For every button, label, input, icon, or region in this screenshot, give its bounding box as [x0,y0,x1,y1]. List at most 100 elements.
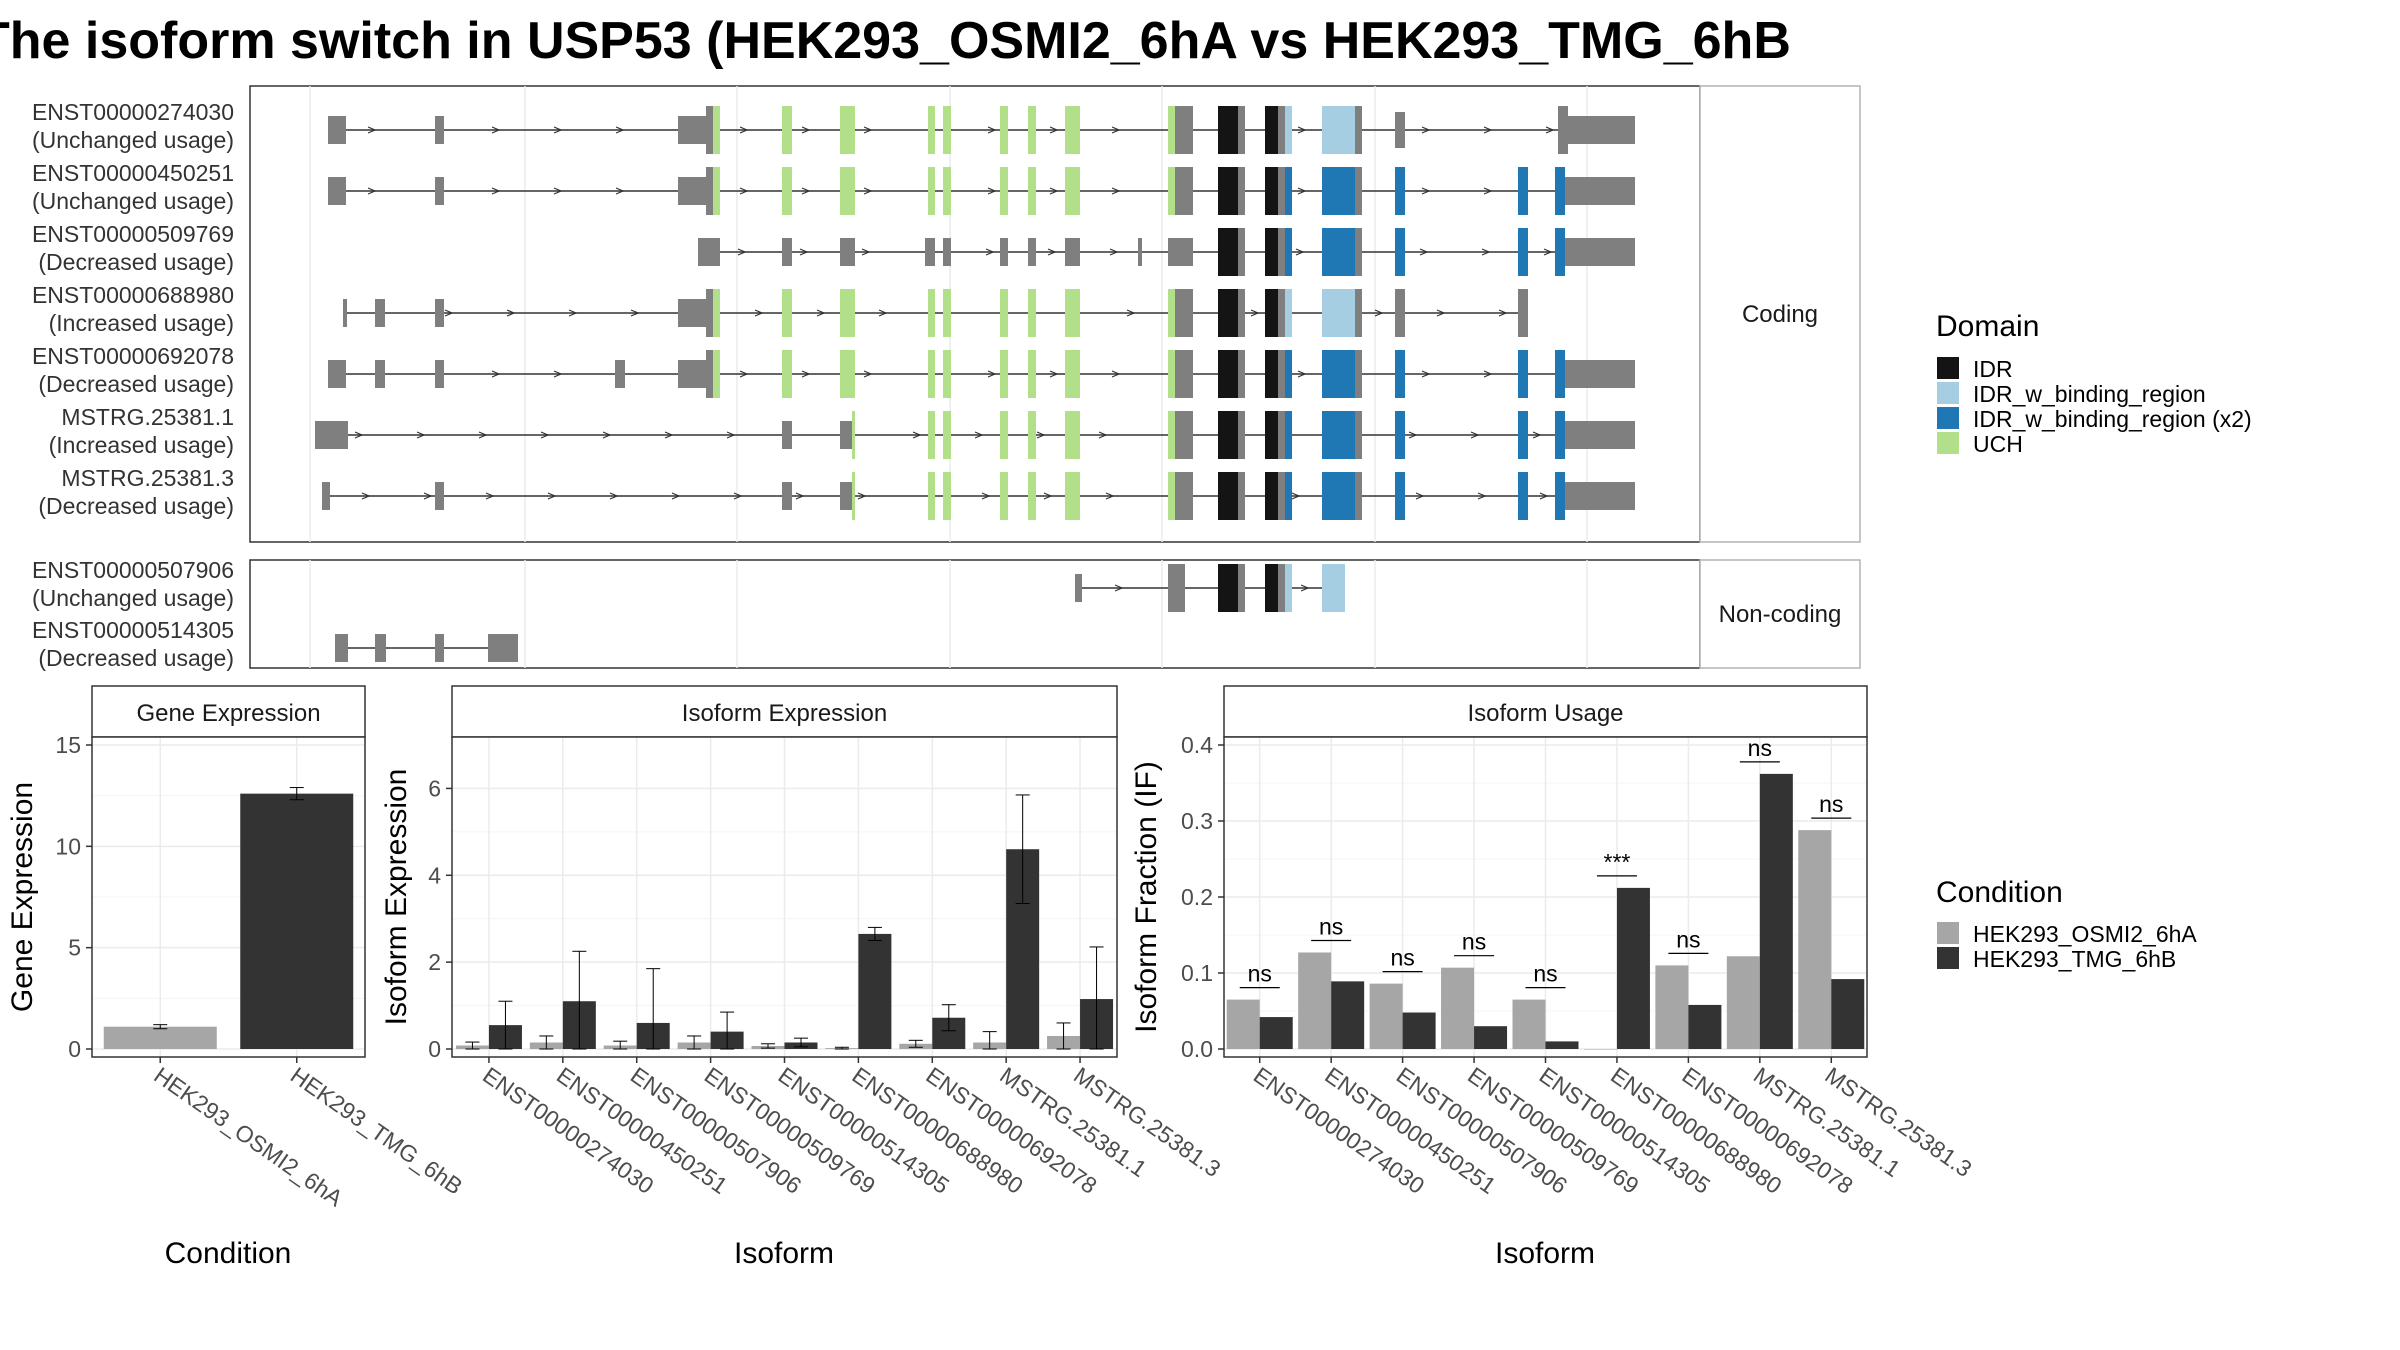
coding-row-1-exon [1278,167,1285,215]
coding-row-0-arrow [1111,126,1121,134]
coding-row-4-exon [1518,350,1528,398]
coding-row-1-label: ENST00000450251 (Unchanged usage) [32,160,234,214]
coding-row-5-exon [1175,411,1193,459]
coding-row-0-exon [840,106,855,154]
coding-row-6-exon [1028,472,1036,520]
condition-legend-label: HEK293_OSMI2_6hA [1973,921,2197,947]
coding-row-6-exon [1175,472,1193,520]
coding-row-1-arrow [615,187,625,195]
isoform-expression-chart: Isoform Expression0246ENST00000274030ENS… [380,685,1225,1270]
coding-row-1-exon [1028,167,1036,215]
noncoding-row-1-exon [435,634,444,662]
coding-row-2-exon [1565,238,1595,266]
coding-row-0-exon [1285,106,1292,154]
noncoding-row-0-exon [1168,564,1185,612]
coding-row-2-exon [1395,228,1405,276]
gene-expr-strip [91,685,366,738]
coding-row-5-exon [1518,411,1528,459]
iso-usage-ytick-label: 0.2 [1181,884,1213,910]
coding-row-1-exon [1355,167,1362,215]
iso-usage-bar [1545,1041,1579,1049]
gene-expr-bar [103,1026,217,1049]
condition-legend-key [1937,922,1959,944]
coding-row-5-exon [1218,411,1238,459]
coding-row-4-exon [1395,350,1405,398]
iso-expr-ylabel: Isoform Expression [380,769,413,1026]
coding-row-1-arrow [987,187,997,195]
coding-row-2-arrow [861,248,871,256]
coding-row-0-exon [1028,106,1036,154]
iso-usage-sig-label: ns [1390,945,1414,971]
coding-row-5-exon [1028,411,1036,459]
coding-row-6-arrow [671,492,681,500]
coding-row-2-exon [1168,238,1193,266]
domain-legend: Domain IDRIDR_w_binding_regionIDR_w_bindi… [1936,310,2252,457]
coding-row-1-exon [1175,167,1193,215]
iso-usage-xlabel: Isoform [1495,1237,1595,1270]
coding-row-6-exon [852,472,855,520]
iso-usage-bar [1726,956,1760,1049]
iso-usage-sig-label: ns [1319,913,1343,939]
noncoding-panel-bg [249,559,1701,669]
coding-row-3-exon [928,289,935,337]
coding-row-2-exon [943,238,951,266]
coding-row-3-exon [713,289,720,337]
coding-row-2-exon [1138,238,1142,266]
coding-row-2-exon [1265,228,1278,276]
coding-row-2-exon [1595,238,1635,266]
iso-usage-bar [1474,1026,1508,1049]
coding-row-1-arrow [1111,187,1121,195]
coding-row-0-arrow [553,126,563,134]
coding-row-4-arrow [1049,370,1059,378]
coding-row-2-exon [1278,228,1285,276]
coding-row-0-arrow [1049,126,1059,134]
coding-row-5-exon [1555,411,1565,459]
noncoding-row-0-exon [1285,564,1292,612]
noncoding-row-0-label: ENST00000507906 (Unchanged usage) [32,557,234,611]
coding-row-4-exon [1285,350,1292,398]
iso-expr-xlabel: Isoform [734,1237,834,1270]
coding-row-6-arrow [609,492,619,500]
coding-row-4-exon [1555,350,1565,398]
coding-row-1-exon [1218,167,1238,215]
noncoding-row-0-exon [1278,564,1285,612]
coding-row-3-arrow [1436,309,1446,317]
coding-row-3-exon [1395,289,1405,337]
noncoding-row-0-exon [1265,564,1278,612]
coding-row-0-exon [782,106,792,154]
coding-row-3-exon [1168,289,1175,337]
iso-usage-bar [1331,981,1365,1049]
gene-expr-ytick-label: 5 [68,935,81,961]
coding-row-2-arrow [1047,248,1057,256]
gene-expr-ytick-label: 0 [68,1036,81,1062]
iso-expr-ytick-label: 6 [428,775,441,801]
coding-row-6-arrow [1477,492,1487,500]
iso-usage-bar [1831,979,1865,1049]
coding-row-6-exon [1238,472,1245,520]
domain-legend-label: IDR_w_binding_region [1973,381,2206,407]
coding-row-3-exon [1000,289,1008,337]
noncoding-strip-label: Non-coding [1719,601,1842,628]
coding-row-5-arrow [416,431,426,439]
isoform-structure-panel: Coding Non-coding ENST00000274030 (Unchange… [32,85,1861,671]
gene-expr-ytick-label: 10 [55,833,81,859]
coding-row-4-arrow [1483,370,1493,378]
coding-row-2-arrow [1543,248,1553,256]
coding-row-3-arrow [816,309,826,317]
coding-row-4-arrow [553,370,563,378]
coding-row-6-exon [1278,472,1285,520]
coding-strip [1699,85,1861,543]
coding-row-3-exon [1285,289,1292,337]
coding-row-1-exon [678,177,706,205]
coding-row-5-exon [1595,421,1635,449]
coding-row-0-exon [1395,112,1405,148]
coding-row-4-exon [1265,350,1278,398]
gene-expr-xlabel: Condition [165,1237,292,1270]
condition-legend-label: HEK293_TMG_6hB [1973,946,2176,972]
coding-row-1-exon [943,167,951,215]
coding-row-0-exon [1000,106,1008,154]
iso-usage-bar [1512,999,1546,1049]
coding-row-1-exon [1518,167,1528,215]
coding-row-3-exon [1278,289,1285,337]
coding-row-0-arrow [987,126,997,134]
